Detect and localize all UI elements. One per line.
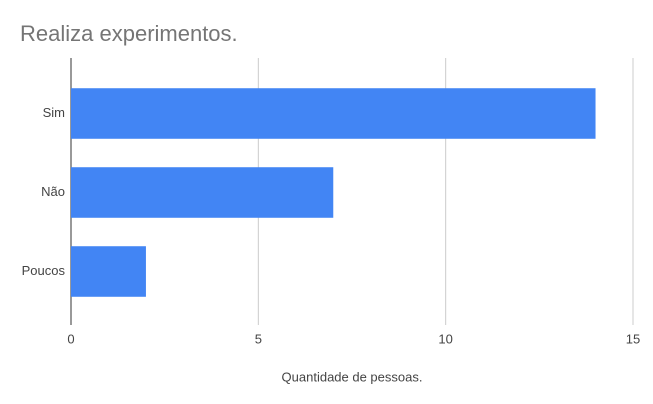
bar xyxy=(71,88,596,139)
x-tick-label: 15 xyxy=(626,331,640,346)
x-tick-label: 5 xyxy=(255,331,262,346)
x-tick-label: 10 xyxy=(438,331,452,346)
y-tick-label: Poucos xyxy=(22,263,66,278)
bar xyxy=(71,246,146,297)
bar xyxy=(71,167,334,218)
x-tick-label: 0 xyxy=(67,331,74,346)
y-tick-label: Não xyxy=(41,184,65,199)
x-axis-title: Quantidade de pessoas. xyxy=(282,369,423,384)
y-tick-label: Sim xyxy=(43,105,65,120)
chart-title: Realiza experimentos. xyxy=(20,21,238,46)
